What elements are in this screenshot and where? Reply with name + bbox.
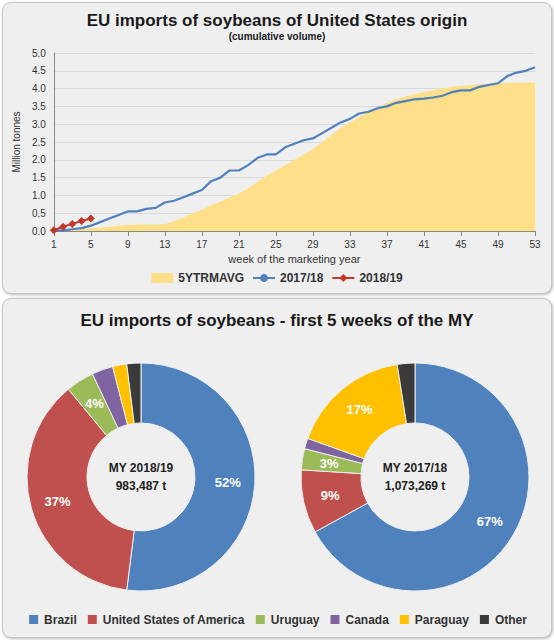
svg-text:1,073,269 t: 1,073,269 t	[385, 479, 446, 493]
svg-text:EU imports of soybeans of Unit: EU imports of soybeans of United States …	[87, 11, 468, 30]
svg-text:4%: 4%	[85, 396, 104, 411]
svg-text:37%: 37%	[44, 494, 70, 509]
svg-text:17: 17	[196, 239, 208, 250]
svg-text:2018/19: 2018/19	[359, 271, 403, 285]
svg-text:MY 2017/18: MY 2017/18	[383, 461, 448, 475]
svg-text:week of the marketing year: week of the marketing year	[227, 253, 360, 265]
svg-text:13: 13	[159, 239, 171, 250]
svg-text:5.0: 5.0	[32, 48, 46, 59]
svg-text:0.0: 0.0	[32, 226, 46, 237]
svg-text:Paraguay: Paraguay	[415, 613, 469, 627]
svg-text:1: 1	[51, 239, 57, 250]
svg-text:33: 33	[344, 239, 356, 250]
svg-text:4.0: 4.0	[32, 83, 46, 94]
svg-text:0.5: 0.5	[32, 208, 46, 219]
svg-text:3.0: 3.0	[32, 119, 46, 130]
svg-text:(cumulative volume): (cumulative volume)	[229, 31, 326, 42]
svg-text:2.5: 2.5	[32, 137, 46, 148]
svg-text:4.5: 4.5	[32, 65, 46, 76]
svg-text:3.5: 3.5	[32, 101, 46, 112]
svg-text:1.0: 1.0	[32, 190, 46, 201]
svg-text:37: 37	[381, 239, 393, 250]
svg-text:9%: 9%	[321, 488, 340, 503]
svg-text:United States of America: United States of America	[103, 613, 245, 627]
svg-text:Million tonnes: Million tonnes	[11, 111, 22, 172]
svg-text:45: 45	[455, 239, 467, 250]
svg-text:5YTRMAVG: 5YTRMAVG	[178, 271, 244, 285]
svg-text:9: 9	[125, 239, 131, 250]
svg-text:Uruguay: Uruguay	[271, 613, 320, 627]
svg-text:29: 29	[307, 239, 319, 250]
svg-text:5: 5	[88, 239, 94, 250]
svg-text:17%: 17%	[347, 402, 373, 417]
svg-text:983,487 t: 983,487 t	[116, 479, 167, 493]
svg-text:53: 53	[529, 239, 541, 250]
svg-text:1.5: 1.5	[32, 172, 46, 183]
svg-text:2.0: 2.0	[32, 154, 46, 165]
svg-text:3%: 3%	[320, 456, 339, 471]
svg-text:Brazil: Brazil	[44, 613, 77, 627]
svg-text:41: 41	[418, 239, 430, 250]
svg-text:21: 21	[233, 239, 245, 250]
svg-text:25: 25	[270, 239, 282, 250]
svg-text:Other: Other	[495, 613, 527, 627]
svg-text:EU imports of soybeans - first: EU imports of soybeans - first 5 weeks o…	[81, 311, 475, 330]
svg-text:MY 2018/19: MY 2018/19	[109, 461, 174, 475]
svg-text:49: 49	[492, 239, 504, 250]
svg-text:52%: 52%	[215, 475, 241, 490]
svg-text:2017/18: 2017/18	[280, 271, 324, 285]
svg-text:67%: 67%	[477, 514, 503, 529]
svg-text:Canada: Canada	[346, 613, 390, 627]
